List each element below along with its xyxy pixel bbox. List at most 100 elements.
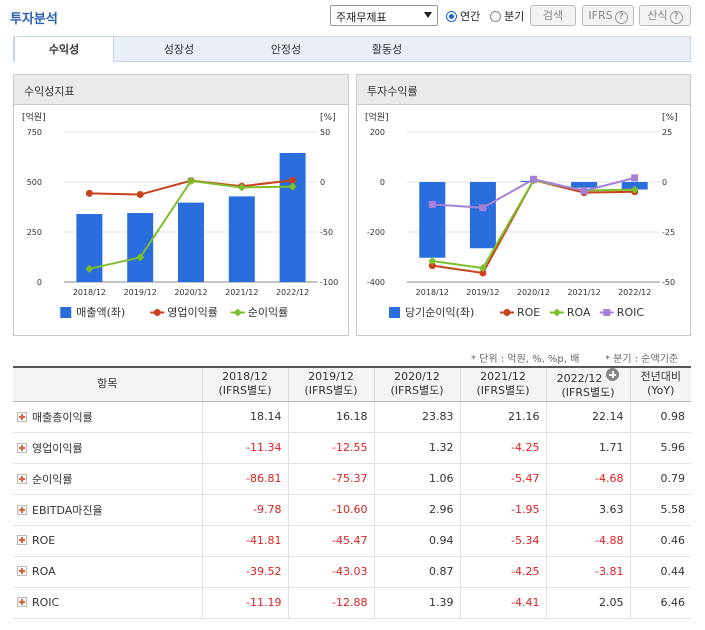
- legend-label: 매출액(좌): [76, 306, 125, 319]
- radio-unchecked-icon: [490, 11, 501, 22]
- data-point: [289, 176, 297, 184]
- tab-profitability[interactable]: 수익성: [14, 36, 114, 63]
- data-point: [580, 187, 588, 195]
- statement-select[interactable]: 주재무제표: [330, 5, 438, 26]
- left-axis-unit: [억원]: [365, 111, 389, 123]
- table-cell: 21.16: [459, 401, 546, 433]
- profitability-chart-panel: 수익성지표 [억원] [%] 750 500 250 0 50 0 -50 -100 2018/12…: [13, 74, 349, 336]
- y2-tick-label: -25: [662, 228, 675, 237]
- data-point: [530, 175, 537, 183]
- section-title: 투자분석: [10, 12, 58, 27]
- expand-plus-icon[interactable]: [17, 597, 27, 607]
- row-label: 순이익률: [32, 472, 73, 486]
- return-chart: [억원] [%] 200 0 -200 -400 25 0 -25 -50 2018/12 2019/…: [365, 111, 678, 319]
- tab-activity[interactable]: 활동성: [371, 43, 403, 56]
- data-point: [187, 176, 195, 185]
- table-cell: 5.58: [629, 494, 691, 526]
- x-tick-label: 2019/12: [124, 288, 157, 297]
- table-cell: -9.78: [201, 494, 288, 526]
- table-cell: 0.79: [629, 463, 691, 495]
- formula-button-label: 산식: [647, 9, 668, 22]
- help-icon: ?: [614, 11, 628, 24]
- column-header: 2020/12 (IFRS별도): [373, 366, 460, 402]
- column-header-sub: (IFRS별도): [561, 386, 615, 400]
- row-label-cell[interactable]: ROA: [13, 556, 202, 588]
- bar: [469, 182, 496, 249]
- formula-button[interactable]: 산식?: [639, 5, 691, 26]
- column-header: 2018/12 (IFRS별도): [201, 366, 288, 402]
- table-cell: -11.34: [201, 432, 288, 464]
- column-header: 2022/12 (IFRS별도): [545, 366, 630, 402]
- table-cell: -41.81: [201, 525, 288, 557]
- x-tick-label: 2019/12: [466, 288, 499, 297]
- row-label-cell[interactable]: 영업이익률: [13, 432, 202, 464]
- expand-plus-icon[interactable]: [17, 566, 27, 576]
- tab-bar: 수익성 성장성 안정성 활동성: [13, 36, 691, 63]
- ifrs-button[interactable]: IFRS?: [582, 5, 634, 26]
- table-cell: 18.14: [201, 401, 288, 433]
- table-cell: -4.68: [545, 463, 630, 495]
- table-header-row: 항목 2018/12 (IFRS별도) 2019/12 (IFRS별도) 2020/…: [13, 366, 691, 402]
- bar: [279, 153, 306, 282]
- row-label-cell[interactable]: ROIC: [13, 587, 202, 619]
- data-point: [428, 262, 436, 270]
- series-line: [432, 178, 635, 275]
- y-tick-label: 500: [27, 178, 42, 187]
- row-label-cell[interactable]: EBITDA마진율: [13, 494, 202, 526]
- table-cell: 3.63: [545, 494, 630, 526]
- y2-tick-label: 50: [320, 128, 330, 137]
- row-label: 영업이익률: [32, 441, 83, 455]
- row-label-cell[interactable]: 순이익률: [13, 463, 202, 495]
- y-tick-label: 200: [370, 128, 385, 137]
- legend-label: ROE: [517, 306, 540, 319]
- expand-plus-icon[interactable]: [17, 504, 27, 515]
- y-tick-label: 0: [37, 278, 42, 287]
- radio-annual-label: 연간: [460, 10, 481, 23]
- search-button[interactable]: 검색: [530, 5, 576, 26]
- expand-plus-icon[interactable]: [17, 411, 27, 422]
- data-point: [288, 182, 297, 191]
- table-row: 순이익률 -86.81 -75.37 1.06 -5.47 -4.68 0.79: [13, 463, 691, 495]
- column-header: 2019/12 (IFRS별도): [287, 366, 374, 402]
- column-header-label: 2019/12: [308, 370, 354, 384]
- table-cell: 2.96: [373, 494, 460, 526]
- x-tick-label: 2020/12: [174, 288, 207, 297]
- profitability-table: 항목 2018/12 (IFRS별도) 2019/12 (IFRS별도) 2020/…: [13, 366, 691, 619]
- legend-swatch: [60, 307, 72, 318]
- y2-tick-label: -100: [320, 278, 338, 287]
- expand-plus-icon[interactable]: [17, 473, 27, 484]
- table-cell: -10.60: [287, 494, 374, 526]
- row-label-cell[interactable]: 매출총이익률: [13, 401, 202, 433]
- table-cell: 23.83: [373, 401, 460, 433]
- tab-growth[interactable]: 성장성: [163, 43, 195, 56]
- table-cell: -43.03: [287, 556, 374, 588]
- radio-checked-icon: [446, 11, 457, 22]
- row-label: ROIC: [32, 596, 60, 609]
- row-label: ROE: [32, 534, 56, 547]
- panel-title: 수익성지표: [14, 75, 348, 105]
- column-header-sub: (YoY): [647, 384, 675, 398]
- data-point: [233, 308, 242, 317]
- radio-quarter[interactable]: 분기: [490, 8, 524, 24]
- expand-plus-icon[interactable]: [17, 442, 27, 453]
- table-cell: -3.81: [545, 556, 630, 588]
- table-cell: 0.94: [373, 525, 460, 557]
- table-row: 영업이익률 -11.34 -12.55 1.32 -4.25 1.71 5.96: [13, 432, 691, 464]
- expand-plus-icon[interactable]: [17, 535, 27, 545]
- table-cell: -4.88: [545, 525, 630, 557]
- table-row: ROE -41.81 -45.47 0.94 -5.34 -4.88 0.46: [13, 525, 691, 557]
- column-header-label: 2018/12: [222, 370, 268, 384]
- column-header-sub: (IFRS별도): [304, 384, 358, 398]
- y-tick-label: 750: [27, 128, 42, 137]
- tab-stability[interactable]: 안정성: [270, 43, 302, 56]
- radio-annual[interactable]: 연간: [446, 8, 480, 24]
- x-tick-label: 2018/12: [416, 288, 449, 297]
- data-point: [85, 264, 94, 273]
- column-header-label: 2022/12: [556, 372, 603, 386]
- chevron-down-icon: [424, 12, 432, 18]
- x-tick-label: 2021/12: [225, 288, 258, 297]
- row-label-cell[interactable]: ROE: [13, 525, 202, 557]
- table-cell: 22.14: [545, 401, 630, 433]
- table-cell: -1.95: [459, 494, 546, 526]
- expand-plus-icon[interactable]: [606, 368, 620, 382]
